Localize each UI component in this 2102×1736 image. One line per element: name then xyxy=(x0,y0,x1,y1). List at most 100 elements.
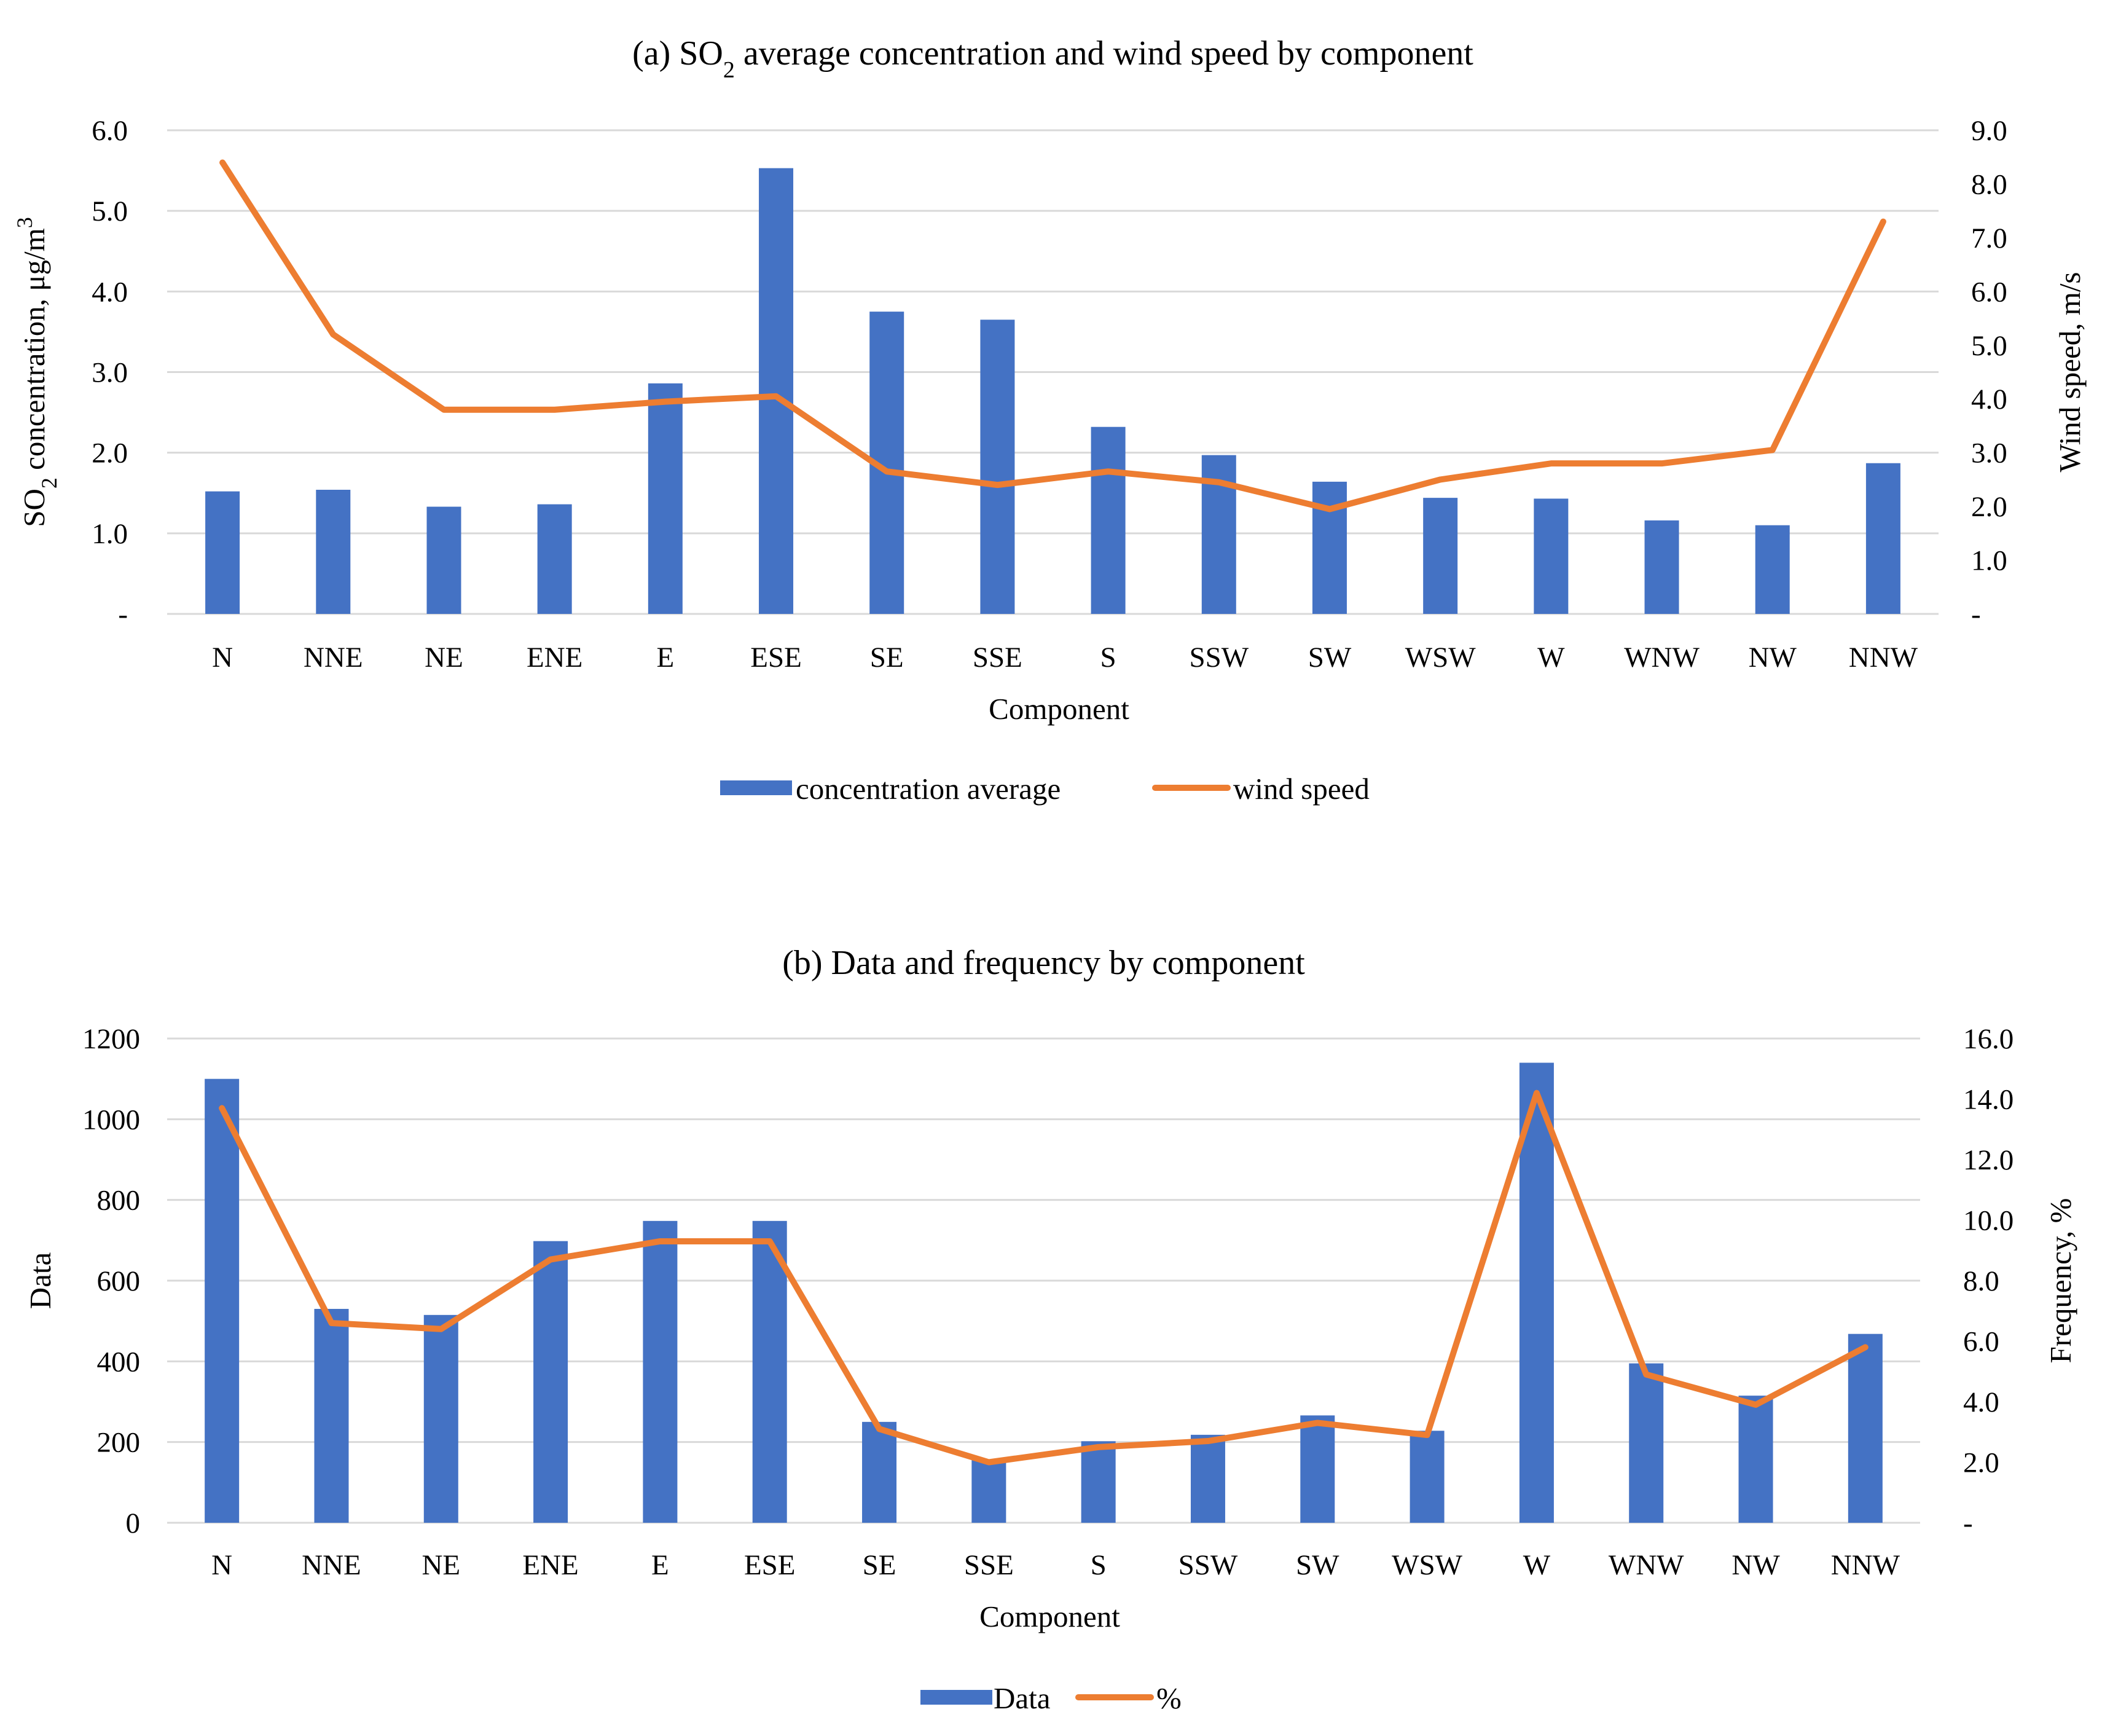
bar-w xyxy=(1534,498,1569,614)
y2-tick-label: 4.0 xyxy=(1971,383,2007,415)
line-point-w xyxy=(1550,463,1552,465)
y2-tick-label: - xyxy=(1971,599,1981,630)
bar-nw xyxy=(1755,525,1790,614)
x-tick-label: S xyxy=(1091,1549,1107,1581)
line-point-sse xyxy=(988,1461,990,1463)
bar-sse xyxy=(980,320,1015,614)
y2-tick-label: 12.0 xyxy=(1963,1144,2014,1176)
line-point-sw xyxy=(1328,508,1330,510)
line-point-ene xyxy=(554,409,555,410)
bar-nw xyxy=(1738,1396,1773,1523)
bar-ne xyxy=(426,506,461,614)
x-axis-title: Component xyxy=(989,692,1129,726)
bar-se xyxy=(862,1421,897,1523)
bar-ssw xyxy=(1190,1434,1225,1523)
y2-tick-label: 6.0 xyxy=(1971,276,2007,308)
line-point-nnw xyxy=(1882,221,1884,222)
line-point-nw xyxy=(1755,1404,1757,1405)
bar-ese xyxy=(752,1220,787,1523)
line-point-sw xyxy=(1317,1422,1319,1424)
bar-n xyxy=(205,491,240,614)
legend: concentration average wind speed xyxy=(720,772,1370,806)
line-point-nnw xyxy=(1864,1346,1866,1348)
legend: Data% xyxy=(920,1681,1182,1715)
bar-ene xyxy=(537,504,572,614)
legend-label-bar: Data xyxy=(994,1681,1051,1715)
x-tick-label: ESE xyxy=(750,642,802,674)
line-point-se xyxy=(879,1428,880,1430)
legend-label-bar: concentration average xyxy=(796,772,1061,806)
line-point-se xyxy=(886,471,888,473)
x-tick-label: WSW xyxy=(1405,642,1476,674)
y2-tick-label: 7.0 xyxy=(1971,222,2007,254)
line-point-ssw xyxy=(1218,481,1220,483)
x-tick-label: ENE xyxy=(527,642,582,674)
y-axis-title: Data xyxy=(23,1252,57,1310)
chart-title: (b) Data and frequency by component xyxy=(782,944,1305,982)
line-point-wnw xyxy=(1661,463,1663,465)
x-tick-label: NNW xyxy=(1849,642,1918,674)
y-tick-label: 800 xyxy=(97,1185,141,1217)
x-tick-label: SW xyxy=(1296,1549,1339,1581)
y2-tick-label: 16.0 xyxy=(1963,1023,2014,1055)
line-point-w xyxy=(1535,1092,1537,1094)
line-point-sse xyxy=(997,484,998,486)
line-point-ne xyxy=(443,409,445,410)
bar-wnw xyxy=(1644,520,1679,614)
y2-tick-label: 9.0 xyxy=(1971,115,2007,147)
line-series-wind-speed xyxy=(219,159,1886,513)
y-axis-title: SO2 concentration, μg/m3 xyxy=(12,217,61,527)
bar-nne xyxy=(316,490,351,614)
x-tick-label: E xyxy=(651,1549,669,1581)
x-tick-label: NNW xyxy=(1831,1549,1900,1581)
x-tick-label: N xyxy=(212,642,233,674)
bar-e xyxy=(643,1220,678,1523)
y-tick-label: 400 xyxy=(97,1346,141,1378)
line-point-n xyxy=(221,1107,223,1109)
legend-bar-swatch xyxy=(720,780,792,795)
x-tick-label: NE xyxy=(422,1549,460,1581)
x-tick-label: SSW xyxy=(1178,1549,1238,1581)
x-tick-label: SW xyxy=(1308,642,1352,674)
y2-axis-title: Wind speed, m/s xyxy=(2053,272,2087,472)
bar-nnw xyxy=(1848,1333,1883,1523)
bar-s xyxy=(1081,1441,1116,1523)
x-tick-label: SSE xyxy=(973,642,1022,674)
line-point-e xyxy=(659,1240,661,1242)
line-point-wsw xyxy=(1440,479,1441,481)
y-tick-label: 0 xyxy=(126,1507,141,1539)
y2-tick-label: 14.0 xyxy=(1963,1084,2014,1116)
x-tick-label: WNW xyxy=(1624,642,1700,674)
chart-a: (a) SO2 average concentration and wind s… xyxy=(12,34,2087,806)
y2-tick-label: 6.0 xyxy=(1963,1326,1999,1358)
y-tick-label: 3.0 xyxy=(92,357,128,389)
bar-e xyxy=(648,383,683,614)
line-point-ese xyxy=(775,395,777,397)
x-tick-label: S xyxy=(1100,642,1116,674)
line-point-ne xyxy=(440,1328,442,1330)
y2-tick-label: 5.0 xyxy=(1971,330,2007,362)
x-tick-label: SSW xyxy=(1189,642,1249,674)
line-series-frequency xyxy=(219,1090,1869,1466)
line-point-ene xyxy=(550,1259,552,1260)
bar-ese xyxy=(759,168,794,615)
y2-tick-label: 2.0 xyxy=(1971,491,2007,523)
x-tick-label: SE xyxy=(863,1549,896,1581)
x-tick-label: E xyxy=(656,642,674,674)
bar-sse xyxy=(971,1460,1006,1523)
line-point-wsw xyxy=(1426,1434,1428,1436)
legend-label-line: % xyxy=(1156,1681,1182,1715)
x-tick-label: NNE xyxy=(304,642,363,674)
y2-tick-label: 1.0 xyxy=(1971,545,2007,577)
y2-tick-label: 10.0 xyxy=(1963,1205,2014,1237)
y2-tick-label: 4.0 xyxy=(1963,1386,1999,1418)
y2-tick-label: 8.0 xyxy=(1963,1265,1999,1297)
x-tick-label: WNW xyxy=(1609,1549,1684,1581)
y-tick-label: 200 xyxy=(97,1427,141,1459)
bar-sw xyxy=(1312,481,1347,614)
bar-ene xyxy=(533,1241,568,1523)
line-point-nne xyxy=(331,1322,332,1324)
x-tick-label: NW xyxy=(1731,1549,1780,1581)
x-tick-label: SE xyxy=(870,642,904,674)
legend-bar-swatch xyxy=(920,1690,992,1705)
